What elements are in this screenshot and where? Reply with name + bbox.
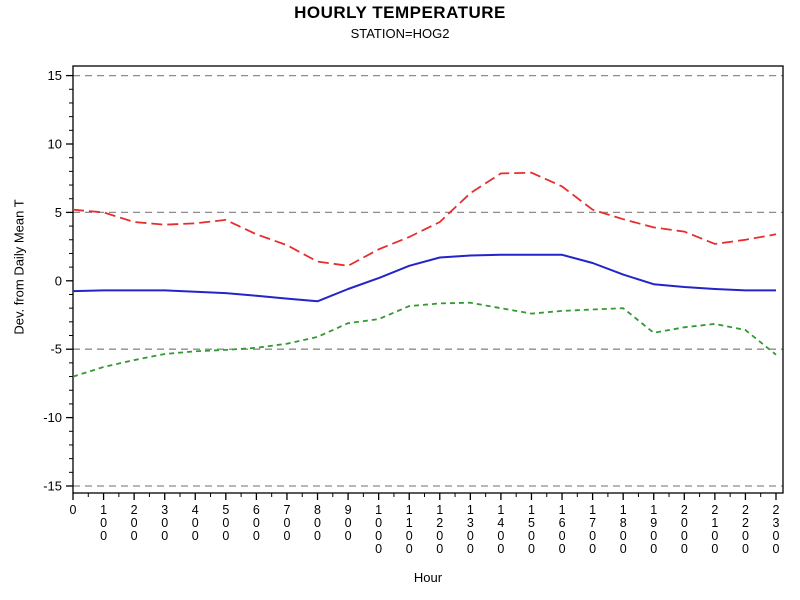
chart-subtitle: STATION=HOG2 — [350, 26, 450, 41]
plot-frame — [72, 65, 784, 494]
y-tick-label: 0 — [55, 273, 62, 288]
green-short-dashed-line — [72, 301, 777, 378]
chart-title: HOURLY TEMPERATURE — [294, 3, 506, 22]
y-tick-label: 15 — [48, 68, 62, 83]
red-dashed-line — [72, 171, 777, 267]
y-tick-label: -15 — [43, 479, 62, 494]
blue-solid-line — [72, 253, 776, 303]
y-tick-label: 5 — [55, 205, 62, 220]
y-tick-label: 10 — [48, 137, 62, 152]
x-axis-title: Hour — [413, 570, 443, 585]
x-tick-label: 0 — [70, 503, 77, 517]
y-tick-label: -10 — [43, 410, 62, 425]
y-tick-label: -5 — [50, 342, 62, 357]
